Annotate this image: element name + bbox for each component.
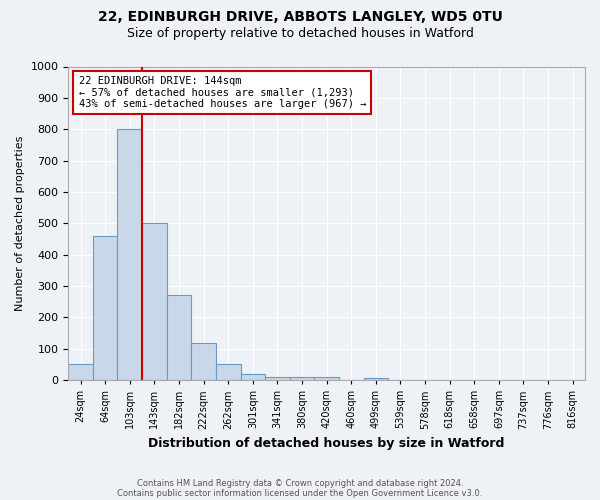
Bar: [314, 377, 339, 380]
Text: Contains public sector information licensed under the Open Government Licence v3: Contains public sector information licen…: [118, 488, 482, 498]
Text: 22, EDINBURGH DRIVE, ABBOTS LANGLEY, WD5 0TU: 22, EDINBURGH DRIVE, ABBOTS LANGLEY, WD5…: [98, 10, 502, 24]
X-axis label: Distribution of detached houses by size in Watford: Distribution of detached houses by size …: [148, 437, 505, 450]
Bar: [265, 377, 290, 380]
Bar: [142, 224, 167, 380]
Text: Size of property relative to detached houses in Watford: Size of property relative to detached ho…: [127, 28, 473, 40]
Bar: [216, 364, 241, 380]
Bar: [118, 129, 142, 380]
Bar: [93, 236, 118, 380]
Bar: [191, 342, 216, 380]
Bar: [68, 364, 93, 380]
Text: Contains HM Land Registry data © Crown copyright and database right 2024.: Contains HM Land Registry data © Crown c…: [137, 478, 463, 488]
Bar: [290, 377, 314, 380]
Text: 22 EDINBURGH DRIVE: 144sqm
← 57% of detached houses are smaller (1,293)
43% of s: 22 EDINBURGH DRIVE: 144sqm ← 57% of deta…: [79, 76, 366, 109]
Bar: [167, 296, 191, 380]
Bar: [364, 378, 388, 380]
Y-axis label: Number of detached properties: Number of detached properties: [15, 136, 25, 311]
Bar: [241, 374, 265, 380]
